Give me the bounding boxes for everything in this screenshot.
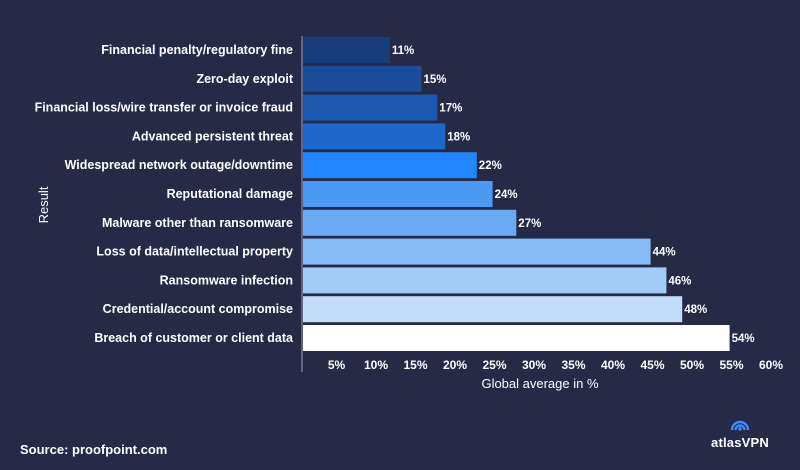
x-tick-label: 20% xyxy=(443,358,467,372)
bar xyxy=(303,94,438,121)
x-tick-label: 60% xyxy=(759,358,783,372)
bar xyxy=(303,181,493,207)
bar xyxy=(303,238,651,265)
category-label: Malware other than ransomware xyxy=(102,216,293,230)
category-label: Reputational damage xyxy=(167,187,293,201)
category-label: Financial loss/wire transfer or invoice … xyxy=(35,101,293,115)
x-tick-label: 10% xyxy=(364,358,388,372)
x-tick-label: 5% xyxy=(328,358,346,372)
data-label: 24% xyxy=(495,189,518,201)
value-labels: 11% 15% 17% 18% 22% 24% 27% 44% 46% 48% 54% xyxy=(392,45,755,345)
bar xyxy=(303,209,517,236)
bar xyxy=(303,267,667,294)
x-tick-label: 15% xyxy=(403,358,427,372)
bar xyxy=(303,123,446,150)
x-tick-label: 40% xyxy=(601,358,625,372)
category-label: Loss of data/intellectual property xyxy=(96,245,293,259)
data-label: 44% xyxy=(653,247,676,259)
category-label: Widespread network outage/downtime xyxy=(65,158,293,172)
x-tick-label: 35% xyxy=(561,358,585,372)
category-labels: Financial penalty/regulatory fine Zero-da… xyxy=(35,43,294,345)
x-tick-labels: 5% 10% 15% 20% 25% 30% 35% 40% 45% 50% 55% 60% xyxy=(328,358,784,372)
category-label: Credential/account compromise xyxy=(103,302,293,316)
data-label: 22% xyxy=(479,160,502,172)
category-label: Advanced persistent threat xyxy=(132,129,294,143)
data-label: 11% xyxy=(392,45,414,57)
bar xyxy=(303,152,477,179)
data-label: 17% xyxy=(439,103,462,115)
x-axis-title: Global average in % xyxy=(481,376,599,391)
bars xyxy=(303,37,730,351)
source-note: Source: proofpoint.com xyxy=(20,442,168,457)
data-label: 18% xyxy=(447,131,470,143)
x-tick-label: 30% xyxy=(522,358,546,372)
category-label: Breach of customer or client data xyxy=(94,331,294,345)
data-label: 27% xyxy=(518,218,541,230)
bar xyxy=(303,37,390,63)
y-axis-title: Result xyxy=(36,186,51,223)
data-label: 46% xyxy=(668,275,691,287)
x-tick-label: 55% xyxy=(719,358,743,372)
bar xyxy=(303,296,683,323)
data-label: 54% xyxy=(732,333,755,345)
bar xyxy=(303,325,730,351)
x-tick-label: 25% xyxy=(482,358,506,372)
category-label: Zero-day exploit xyxy=(196,72,293,86)
brand-logo: atlasVPN xyxy=(704,412,776,452)
category-label: Financial penalty/regulatory fine xyxy=(101,43,293,57)
x-tick-label: 50% xyxy=(680,358,704,372)
category-label: Ransomware infection xyxy=(160,273,293,287)
atlasvpn-logo-icon xyxy=(730,420,750,431)
x-tick-label: 45% xyxy=(640,358,664,372)
data-label: 48% xyxy=(684,304,707,316)
bar xyxy=(303,65,422,92)
brand-name: atlasVPN xyxy=(711,435,769,450)
data-label: 15% xyxy=(424,74,447,86)
